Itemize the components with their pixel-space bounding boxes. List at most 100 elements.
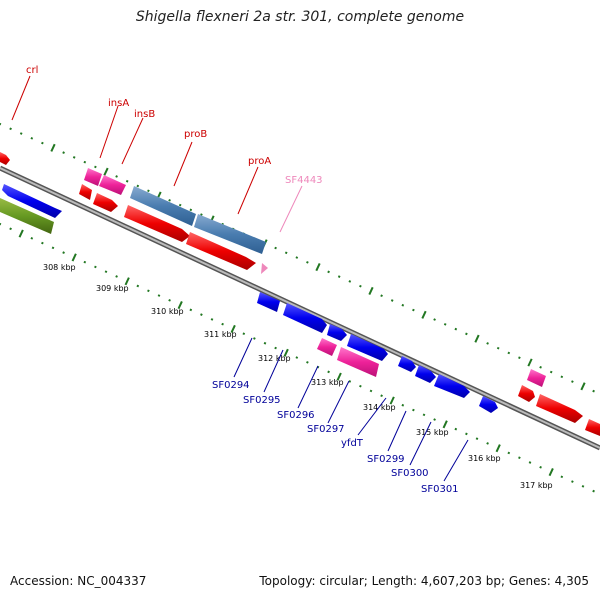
minor-tick (115, 275, 118, 278)
minor-tick (189, 208, 193, 212)
minor-tick (221, 322, 224, 326)
major-tick (474, 334, 480, 343)
minor-tick (528, 461, 532, 464)
minor-tick (475, 437, 479, 440)
minor-tick (496, 346, 500, 350)
gene-label-sf0301: SF0301 (421, 484, 459, 495)
gene-arrow (585, 419, 600, 436)
minor-tick (125, 179, 129, 183)
minor-tick (41, 141, 44, 145)
minor-tick (571, 480, 574, 483)
minor-tick (0, 222, 2, 226)
major-tick (368, 286, 374, 295)
gene-label-sf0296: SF0296 (277, 410, 315, 421)
major-tick (389, 396, 395, 405)
major-tick (315, 263, 321, 272)
gene-arrow (527, 369, 546, 387)
minor-tick (104, 270, 108, 274)
minor-tick (83, 260, 87, 264)
gene-label-crl: crl (26, 65, 38, 76)
map-title: Shigella flexneri 2a str. 301, complete … (135, 9, 465, 25)
minor-tick (465, 332, 468, 336)
gene-arrow (99, 175, 126, 195)
minor-tick (94, 265, 97, 269)
kbp-label: 313 kbp (311, 378, 344, 387)
minor-tick (433, 318, 436, 321)
minor-tick (295, 356, 299, 359)
minor-tick (348, 280, 352, 283)
minor-tick (115, 175, 118, 178)
minor-tick (337, 275, 341, 278)
gene-arrow (0, 198, 54, 234)
gene-arrow (327, 324, 347, 341)
minor-tick (401, 303, 405, 307)
major-tick (230, 324, 236, 333)
gene-label-sf0299: SF0299 (367, 454, 405, 465)
minor-tick (94, 165, 97, 169)
minor-tick (62, 251, 65, 254)
gene-arrow (434, 374, 470, 398)
minor-tick (0, 122, 2, 126)
minor-tick (327, 270, 330, 274)
minor-tick (433, 418, 436, 421)
accession-text: Accession: NC_004337 (10, 574, 147, 588)
minor-tick (19, 132, 23, 135)
minor-tick (401, 403, 405, 407)
outer-tick-track (0, 122, 595, 393)
minor-tick (359, 284, 362, 288)
upper-leader-lines (11, 75, 259, 215)
gene-arrow (84, 168, 102, 186)
gene-label-insa: insA (108, 98, 129, 109)
minor-tick (30, 236, 34, 240)
kbp-label: 308 kbp (43, 263, 76, 272)
minor-tick (72, 156, 76, 159)
major-tick (18, 229, 24, 238)
major-tick (103, 167, 109, 176)
minor-tick (560, 475, 564, 479)
minor-tick (348, 380, 352, 383)
minor-tick (359, 384, 362, 388)
minor-tick (518, 456, 521, 460)
minor-tick (295, 256, 299, 259)
minor-tick (136, 184, 140, 188)
minor-tick (454, 427, 458, 431)
minor-tick (51, 246, 55, 250)
minor-tick (306, 261, 309, 264)
minor-tick (168, 198, 171, 202)
minor-tick (369, 389, 373, 393)
minor-tick (242, 332, 246, 336)
gene-label-sf0297: SF0297 (307, 424, 345, 435)
kbp-label: 310 kbp (151, 307, 184, 316)
major-tick (71, 253, 77, 262)
minor-tick (327, 370, 330, 374)
gene-arrow (283, 303, 327, 333)
minor-tick (168, 298, 171, 302)
gene-arrow (257, 292, 280, 312)
gene-arrow (479, 396, 498, 413)
gene-arrow (261, 263, 268, 274)
gene-arrow (398, 356, 416, 372)
minor-tick (41, 241, 44, 245)
minor-tick (560, 375, 564, 379)
minor-tick (412, 408, 415, 412)
gene-arrow (415, 365, 436, 383)
kbp-label: 312 kbp (258, 354, 291, 363)
minor-tick (518, 356, 521, 360)
major-tick (336, 372, 342, 381)
minor-tick (62, 151, 65, 154)
gene-arrow (194, 214, 266, 254)
minor-tick (454, 327, 458, 331)
minor-tick (9, 127, 12, 131)
gene-arrow (186, 232, 256, 270)
minor-tick (306, 361, 309, 364)
minor-tick (539, 365, 542, 369)
minor-tick (210, 318, 214, 321)
gene-label-sf0295: SF0295 (243, 395, 281, 406)
minor-tick (263, 341, 267, 345)
lower-leader-lines (233, 337, 469, 482)
minor-tick (465, 432, 468, 436)
gene-label-prob: proB (184, 129, 207, 140)
gene-arrow (93, 193, 118, 212)
gene-label-proa: proA (248, 156, 271, 167)
